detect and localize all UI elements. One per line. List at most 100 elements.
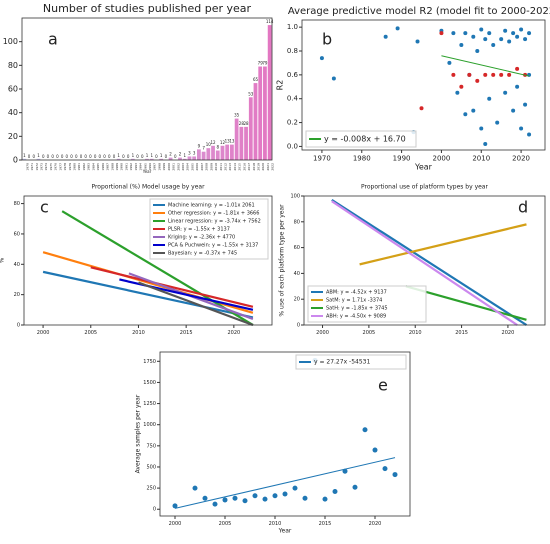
point	[479, 27, 484, 32]
bar	[149, 158, 154, 160]
bar	[206, 148, 211, 160]
line	[331, 198, 528, 326]
y-tick-label: 1750	[143, 359, 156, 365]
x-tick-label: 1981	[77, 163, 81, 171]
x-tick-label: 2000	[316, 330, 329, 336]
point	[487, 96, 492, 101]
legend-label: SatM: y = 1.71x -3374	[326, 298, 382, 304]
value-label: 1	[146, 153, 149, 158]
point	[212, 501, 218, 507]
panel: Proportional use of platform types by ye…	[279, 184, 546, 336]
value-label: 0	[122, 154, 125, 159]
point	[222, 497, 228, 503]
line	[174, 457, 396, 509]
point	[515, 66, 520, 71]
x-tick-label: 2010	[269, 521, 282, 527]
value-label: 0	[103, 154, 106, 159]
x-tick-label: 2020	[512, 155, 530, 163]
y-tick-label: 1000	[143, 422, 156, 428]
x-tick-label: 2020	[502, 330, 515, 336]
x-tick-label: 1996	[148, 163, 152, 171]
value-label: 35	[234, 113, 240, 118]
point	[459, 84, 464, 89]
legend-label: PCA & Puchwein: y = -1.55x + 3137	[168, 243, 258, 249]
value-label: 13	[229, 139, 235, 144]
plot-frame	[301, 19, 546, 151]
x-tick-label: 2019	[256, 163, 260, 171]
y-axis-label: % use of each platform type per year	[279, 204, 286, 317]
point	[511, 31, 516, 36]
x-tick-label: 2016	[242, 163, 246, 171]
x-tick-label: 1999	[162, 163, 166, 171]
point	[507, 72, 512, 77]
panel-label: b	[322, 30, 332, 49]
value-label: 2	[169, 152, 172, 157]
x-tick-label: 1970	[313, 155, 331, 163]
point	[519, 126, 524, 131]
panel: e 0 250 500 750 1000 1250 1500 1750 2000 2005 2010 2…	[135, 351, 411, 535]
x-tick-label: 1992	[129, 163, 133, 171]
value-label: 12	[220, 140, 226, 145]
x-tick-label: 1995	[143, 163, 147, 171]
point	[523, 37, 528, 42]
value-label: 9	[198, 143, 201, 148]
value-label: 0	[75, 154, 78, 159]
x-tick-label: 1983	[87, 163, 91, 171]
x-tick-label: 2006	[195, 163, 199, 171]
y-tick-label: 40	[14, 262, 20, 268]
x-tick-label: 1990	[120, 163, 124, 171]
value-label: 0	[141, 154, 144, 159]
y-tick-label: 60	[14, 231, 20, 237]
x-tick-label: 2009	[209, 163, 213, 171]
y-tick-label: 60	[8, 85, 18, 94]
point	[322, 496, 328, 502]
point	[419, 106, 424, 111]
x-tick-label: 1984	[91, 163, 95, 171]
y-axis-label: R2	[276, 80, 285, 91]
value-label: 0	[165, 154, 168, 159]
point	[491, 43, 496, 48]
y-tick-label: 80	[14, 201, 20, 207]
value-label: 3	[188, 150, 191, 155]
point	[383, 34, 388, 39]
point	[282, 491, 288, 497]
point	[511, 108, 516, 113]
value-label: 0	[94, 154, 97, 159]
point	[252, 493, 258, 499]
x-tick-label: 1985	[96, 163, 100, 171]
bar	[263, 66, 267, 160]
point	[515, 84, 520, 89]
plot-frame	[21, 17, 273, 161]
value-label: 0	[99, 154, 102, 159]
value-label: 0	[51, 154, 54, 159]
y-tick-label: 40	[294, 271, 300, 277]
y-tick-label: 20	[294, 297, 300, 303]
x-tick-label: 2005	[363, 330, 376, 336]
x-tick-label: 2017	[247, 163, 251, 171]
value-label: 3	[193, 150, 196, 155]
y-tick-label: 20	[14, 292, 20, 298]
bar	[187, 156, 192, 160]
y-tick-label: 750	[146, 443, 156, 449]
bar	[130, 158, 135, 160]
panel-label: e	[378, 376, 388, 395]
x-tick-label: 1977	[58, 163, 62, 171]
point	[483, 72, 488, 77]
x-tick-label: 1988	[110, 163, 114, 171]
y-tick-label: 500	[146, 464, 156, 470]
y-tick-label: 0.6	[287, 71, 299, 79]
value-label: 1	[150, 153, 153, 158]
point	[459, 43, 464, 48]
value-label: 0	[66, 154, 69, 159]
bar	[215, 150, 220, 160]
x-tick-label: 1976	[54, 163, 58, 171]
panel: Average predictive model R2 (model fit t…	[276, 6, 550, 172]
point	[352, 484, 358, 490]
value-label: 28	[239, 121, 245, 126]
y-axis-label: %	[0, 257, 6, 263]
x-tick-label: 1971	[30, 163, 34, 171]
x-axis-label: Year	[142, 169, 152, 174]
bar	[145, 158, 149, 160]
y-tick-label: 60	[294, 245, 300, 251]
line	[42, 270, 254, 319]
